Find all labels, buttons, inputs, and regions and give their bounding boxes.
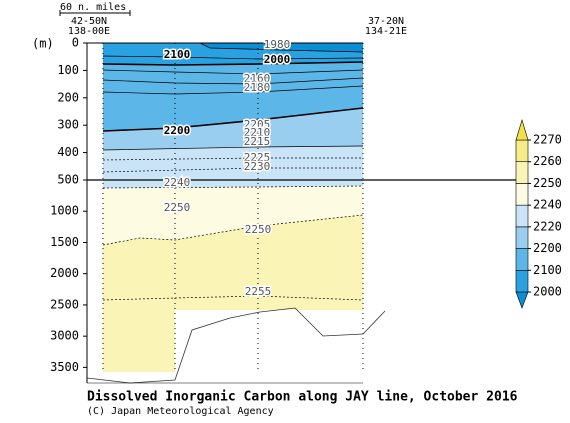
- right-station-lon: 134-21E: [365, 26, 407, 37]
- colorbar-label: 2250: [533, 176, 562, 190]
- contour-line: [102, 167, 363, 173]
- y-tick-label: 400: [57, 145, 79, 159]
- y-tick-label: 2500: [50, 297, 79, 311]
- left-station-lon: 138-00E: [68, 26, 110, 37]
- y-tick-label: 1500: [50, 235, 79, 249]
- y-tick-label: 100: [57, 63, 79, 77]
- colorbar-band: [515, 226, 529, 249]
- contour-line: [102, 145, 364, 151]
- y-tick-label: 3000: [50, 329, 79, 343]
- colorbar-band: [515, 161, 529, 184]
- colorbar-band: [515, 204, 529, 228]
- contour-label: 2215: [244, 135, 271, 148]
- contour-line: [102, 214, 364, 246]
- y-tick-label: 0: [72, 36, 79, 50]
- contour-label: 2160: [244, 72, 271, 85]
- contour-line: [102, 69, 364, 75]
- contour-label: 2180: [244, 81, 271, 94]
- contour-line: [102, 185, 364, 189]
- contour-label: 2250: [164, 201, 191, 214]
- colorbar-under: [515, 291, 529, 309]
- colorbar-over: [515, 118, 529, 141]
- y-tick-label: 3500: [50, 360, 79, 374]
- contour-label: 2240: [164, 176, 191, 189]
- colorbar-label: 2200: [533, 241, 562, 255]
- left-station-lat: 42-50N: [71, 16, 107, 27]
- colorbar-band: [515, 269, 529, 293]
- contour-label: 2100: [164, 48, 191, 61]
- scale-label: 60 n. miles: [60, 2, 126, 13]
- contour-line: [199, 42, 364, 53]
- y-tick-label: 500: [57, 173, 79, 187]
- colorbar-label: 2240: [533, 198, 562, 212]
- colorbar-label: 2220: [533, 219, 562, 233]
- colorbar-band: [515, 248, 529, 271]
- contour-line: [102, 107, 364, 132]
- fill-region: [103, 180, 363, 188]
- fill-region: [200, 43, 363, 52]
- contour-label: 2255: [245, 285, 272, 298]
- y-tick-label: 1000: [50, 204, 79, 218]
- credit: (C) Japan Meteorological Agency: [87, 406, 274, 417]
- contour-label: 2230: [244, 160, 271, 173]
- colorbar-label: 2100: [533, 263, 562, 277]
- contour-label: 2225: [244, 151, 271, 164]
- contour-label: 2210: [244, 126, 271, 139]
- contour-label: 2200: [164, 124, 191, 137]
- contour-line: [102, 61, 364, 66]
- y-tick-label: 2000: [50, 266, 79, 280]
- right-station-lat: 37-20N: [368, 16, 404, 27]
- contour-line: [102, 157, 363, 161]
- bottom-topography: [86, 307, 386, 384]
- contour-line: [102, 55, 364, 60]
- contour-line: [102, 295, 364, 301]
- colorbar-label: 2260: [533, 154, 562, 168]
- contour-line: [102, 77, 364, 85]
- contour-label: 1980: [264, 38, 291, 51]
- contour-line: [102, 85, 364, 95]
- fill-region: [103, 215, 363, 372]
- colorbar-band: [515, 139, 529, 163]
- colorbar-band: [515, 183, 529, 206]
- colorbar-label: 2000: [533, 285, 562, 299]
- contour-label: 2205: [244, 118, 271, 131]
- chart-title: Dissolved Inorganic Carbon along JAY lin…: [87, 390, 518, 405]
- y-tick-label: 300: [57, 118, 79, 132]
- contour-label: 2000: [264, 53, 291, 66]
- y-axis-label: (m): [32, 37, 54, 51]
- colorbar-label: 2270: [533, 133, 562, 147]
- y-tick-label: 200: [57, 90, 79, 104]
- contour-label: 2250: [245, 223, 272, 236]
